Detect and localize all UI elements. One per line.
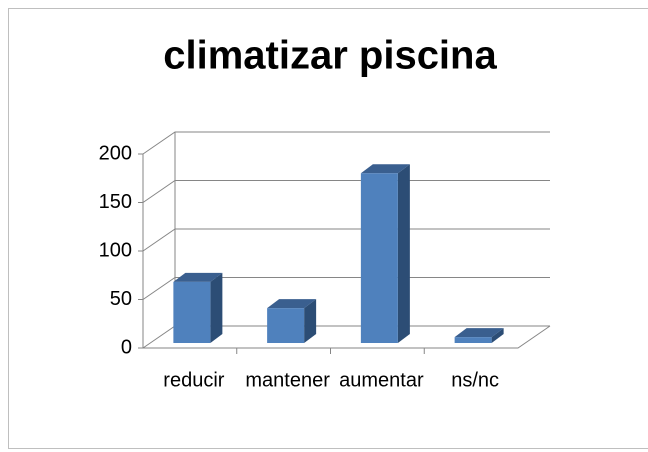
bar-top — [173, 272, 223, 282]
bar — [360, 164, 410, 343]
x-tick-label: mantener — [245, 369, 330, 391]
bar-side — [397, 164, 410, 343]
y-tick-label: 100 — [99, 239, 132, 261]
grid-line — [142, 180, 550, 203]
bar-top — [267, 299, 317, 309]
y-tick-label: 200 — [99, 142, 132, 164]
y-tick-label: 150 — [99, 191, 132, 213]
x-tick-label: ns/nc — [451, 369, 499, 391]
x-tick-label: reducir — [163, 369, 224, 391]
y-tick-label: 0 — [121, 336, 132, 358]
y-tick-label: 50 — [110, 288, 132, 310]
bar-side — [210, 272, 223, 343]
floor-line — [143, 325, 551, 349]
grid-line — [142, 277, 550, 300]
grid-line — [142, 228, 550, 252]
bar-top — [360, 164, 410, 174]
grid-line — [142, 131, 550, 155]
bar-front — [173, 281, 211, 343]
bar-front — [360, 173, 398, 343]
chart-title: climatizar piscina — [163, 34, 497, 78]
x-tick-label: aumentar — [339, 369, 424, 391]
bar-side — [491, 328, 504, 343]
bar-top — [454, 328, 504, 338]
bar-front — [267, 308, 305, 343]
bar — [173, 272, 223, 343]
bar-side — [304, 299, 317, 343]
bar — [454, 328, 504, 343]
bar — [267, 299, 317, 343]
bar-front — [454, 337, 492, 343]
